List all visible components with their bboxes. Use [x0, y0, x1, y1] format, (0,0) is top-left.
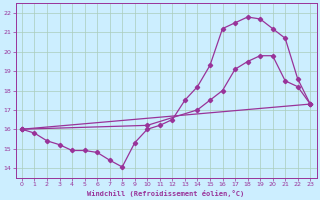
X-axis label: Windchill (Refroidissement éolien,°C): Windchill (Refroidissement éolien,°C)	[87, 190, 245, 197]
